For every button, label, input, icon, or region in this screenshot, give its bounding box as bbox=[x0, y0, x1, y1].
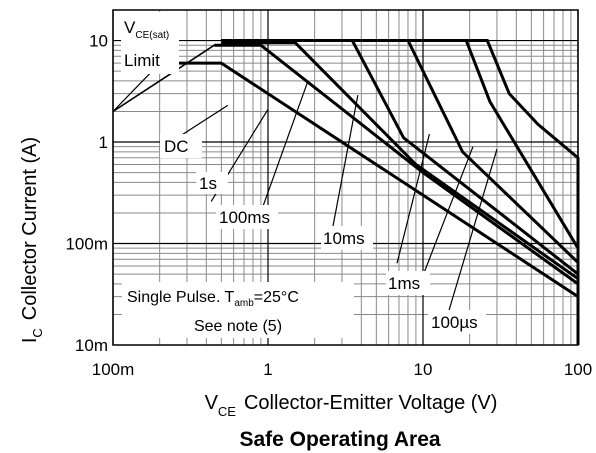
leader-lines bbox=[112, 66, 498, 322]
y-tick-label: 100m bbox=[65, 235, 108, 254]
dc-label: DC bbox=[164, 137, 189, 156]
leader-line bbox=[329, 94, 359, 244]
svg-text:ICCollector Current (A): IC Collector Current (A) bbox=[19, 137, 45, 343]
y-axis-symbol: I bbox=[19, 338, 41, 344]
label-1ms: 1ms bbox=[388, 274, 420, 293]
series-group bbox=[112, 39, 580, 345]
single-pulse-label: Single Pulse. Tamb=25°C bbox=[127, 289, 299, 309]
tick-labels: 100m 1 10 100 10m 100m 1 10 bbox=[65, 32, 592, 379]
label-100ms: 100ms bbox=[219, 208, 270, 227]
label-100ms-bg bbox=[216, 205, 278, 229]
label-1s-bg bbox=[196, 172, 228, 194]
vce-limit-subscript: CE(sat) bbox=[135, 30, 169, 41]
label-1ms-bg bbox=[386, 271, 430, 295]
y-tick-label: 10m bbox=[75, 336, 108, 355]
leader-line bbox=[396, 133, 430, 264]
y-axis-subscript: C bbox=[30, 328, 45, 337]
vce-limit-symbol: V bbox=[124, 18, 136, 37]
chart-title: Safe Operating Area bbox=[239, 428, 440, 451]
vce-limit-label-line2: Limit bbox=[124, 51, 160, 70]
label-10ms: 10ms bbox=[323, 229, 365, 248]
label-100us: 100µs bbox=[431, 313, 478, 332]
leader-line bbox=[415, 146, 474, 294]
series-line bbox=[221, 41, 579, 280]
single-pulse-text: Single Pulse. T bbox=[127, 289, 235, 306]
x-tick-label: 100m bbox=[92, 360, 135, 379]
series-line bbox=[112, 44, 215, 113]
label-100us-bg bbox=[428, 310, 486, 334]
label-10ms-bg bbox=[321, 226, 373, 250]
pulse-note-bg bbox=[122, 282, 354, 338]
leader-line bbox=[112, 66, 157, 112]
series-line bbox=[174, 61, 579, 298]
y-axis-label: IC Collector Current (A) bbox=[19, 137, 45, 343]
x-tick-label: 100 bbox=[564, 360, 592, 379]
single-pulse-subscript: amb bbox=[234, 298, 254, 309]
x-axis-text: Collector-Emitter Voltage (V) bbox=[244, 392, 497, 414]
x-tick-label: 10 bbox=[414, 360, 433, 379]
vce-limit-label-bg bbox=[121, 12, 179, 74]
leader-line bbox=[256, 81, 309, 224]
dc-label-bg bbox=[160, 134, 202, 158]
x-axis-symbol: V bbox=[205, 392, 219, 414]
see-note-label: See note (5) bbox=[194, 318, 282, 335]
y-axis-text: Collector Current (A) bbox=[19, 137, 41, 320]
vce-limit-label: VCE(sat) bbox=[124, 18, 169, 41]
y-tick-label: 1 bbox=[99, 133, 108, 152]
x-axis-label: VCE Collector-Emitter Voltage (V) bbox=[205, 392, 498, 419]
y-tick-label: 10 bbox=[89, 32, 108, 51]
x-tick-label: 1 bbox=[263, 360, 272, 379]
leader-line bbox=[445, 149, 498, 322]
single-pulse-suffix: =25°C bbox=[254, 289, 299, 306]
series-line bbox=[221, 39, 580, 345]
label-1s: 1s bbox=[199, 174, 217, 193]
x-axis-subscript: CE bbox=[218, 404, 236, 419]
series-line bbox=[214, 43, 579, 286]
